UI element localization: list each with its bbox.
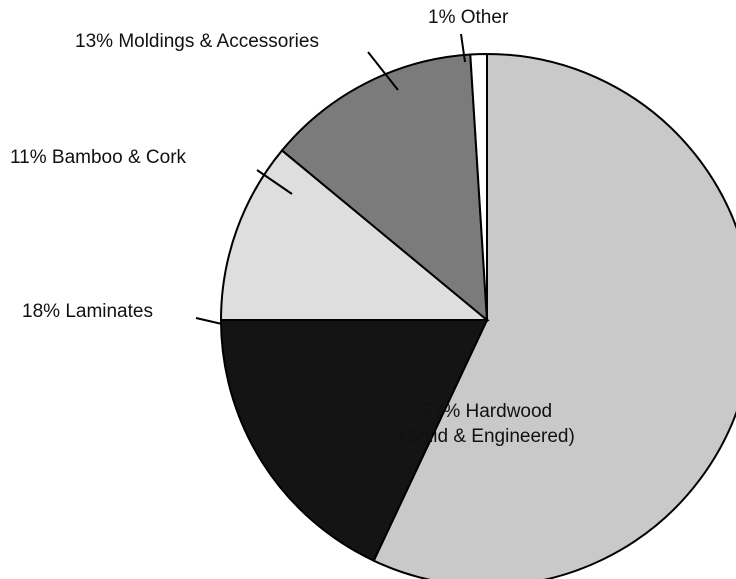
value-label: 1% (428, 7, 456, 28)
pie-slice (469, 52, 488, 321)
category-label: Moldings & Accessories (118, 31, 319, 52)
slice-label: 1% Other (428, 6, 508, 31)
leader-line (195, 317, 223, 325)
pie-slice (372, 52, 736, 579)
value-label: 11% (10, 147, 47, 168)
pie-slice (219, 319, 489, 563)
pie-slice (219, 149, 490, 321)
value-label: 57% (422, 401, 461, 422)
leader-line (367, 51, 399, 91)
category-label: Hardwood (Solid & Engineered) (399, 401, 575, 447)
slice-label: 13% Moldings & Accessories (75, 30, 319, 55)
slice-label: 18% Laminates (22, 300, 153, 325)
category-label: Laminates (65, 301, 153, 322)
slice-label: 57% Hardwood (Solid & Engineered) (400, 400, 575, 449)
category-label: Bamboo & Cork (51, 147, 187, 168)
value-label: 13% (75, 31, 114, 52)
leader-line (256, 169, 293, 195)
category-label: Other (460, 7, 509, 28)
leader-line (460, 33, 466, 63)
value-label: 18% (22, 301, 61, 322)
pie-slice (280, 53, 489, 323)
slice-label: 11% Bamboo & Cork (10, 146, 186, 171)
